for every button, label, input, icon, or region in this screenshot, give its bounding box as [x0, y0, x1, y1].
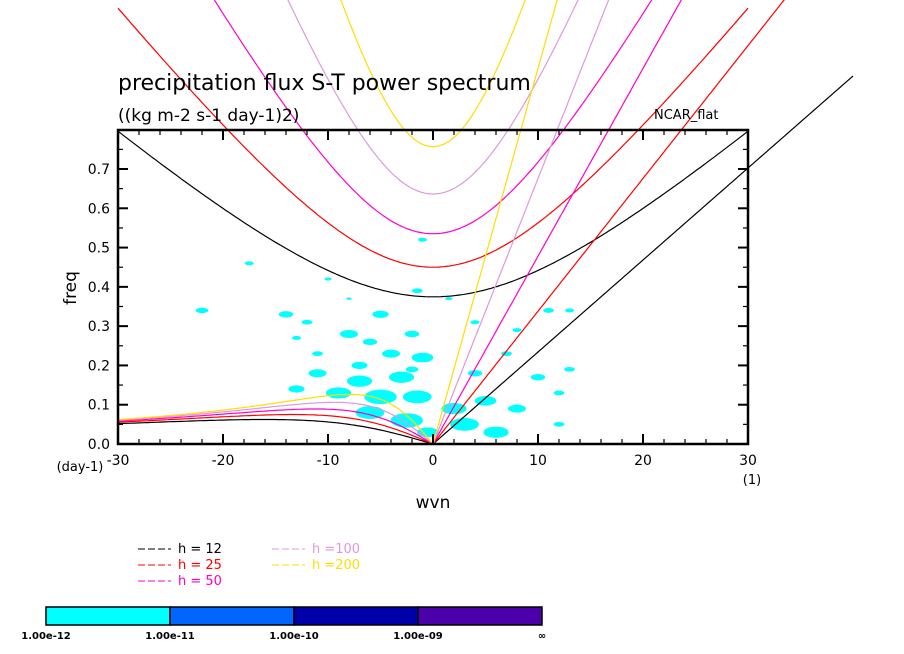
plot-frame [116, 128, 750, 446]
x-tick-label: -10 [317, 453, 340, 469]
power-region [340, 330, 358, 338]
power-region [382, 349, 400, 358]
x-tick-label: 10 [529, 453, 547, 469]
inertia-gravity-curve [117, 7, 749, 268]
chart-annotation: NCAR_flat [654, 108, 718, 123]
power-contour-regions [195, 237, 575, 438]
power-region [470, 320, 480, 325]
colorbar-label: 1.00e-10 [269, 631, 319, 642]
colorbar-swatch [293, 606, 419, 626]
power-region [553, 390, 565, 396]
power-region [244, 261, 254, 266]
colorbar-label: ∞ [538, 631, 546, 642]
plot-axes: -30 -20 -10 0 10 20 30 0.0 0.1 0.2 0.3 0.4 0.5 0.6 0.7 [88, 128, 757, 469]
rossby-curve [117, 413, 434, 444]
power-region [195, 307, 209, 314]
power-region [312, 351, 323, 357]
power-region [445, 297, 453, 301]
y-tick-label: 0.6 [88, 201, 110, 217]
power-region [553, 421, 565, 427]
inertia-gravity-curve [287, 0, 579, 195]
power-region [467, 370, 483, 377]
x-tick-label: -30 [107, 453, 130, 469]
y-unit-label: (day-1) [57, 460, 104, 475]
power-region [404, 330, 420, 338]
power-region [508, 404, 526, 413]
x-axis-label: wvn [416, 493, 451, 513]
power-region [324, 277, 332, 281]
x-tick-label: 20 [634, 453, 652, 469]
power-region [301, 319, 313, 325]
y-tick-label: 0.3 [88, 319, 110, 335]
y-tick-label: 0.1 [88, 398, 110, 414]
y-tick-label: 0.2 [88, 358, 110, 374]
x-tick-label: 30 [739, 453, 757, 469]
power-region [530, 374, 546, 381]
colorbar-label: 1.00e-09 [393, 631, 443, 642]
colorbar-swatch [169, 606, 295, 626]
power-region [543, 308, 554, 313]
legend-label: h =200 [312, 558, 360, 573]
x-tick-label: 0 [429, 453, 438, 469]
dispersion-curves [117, 0, 854, 444]
x-unit-label: (1) [743, 473, 761, 488]
kelvin-curve [432, 0, 610, 444]
power-region [411, 352, 434, 363]
power-region [346, 375, 373, 387]
y-tick-label: 0.5 [88, 241, 110, 257]
power-region [372, 310, 389, 318]
colorbar-swatch [417, 606, 543, 626]
power-region [483, 426, 509, 438]
y-axis-label: freq [61, 271, 81, 305]
power-region [564, 366, 575, 372]
power-region [388, 371, 415, 383]
power-region [512, 328, 522, 333]
kelvin-curve [432, 0, 558, 444]
power-region [292, 335, 301, 340]
legend-label: h = 25 [178, 558, 222, 573]
power-region [565, 308, 574, 313]
x-tick-label: -20 [212, 453, 235, 469]
y-tick-label: 0.0 [88, 437, 110, 453]
power-region [402, 390, 432, 404]
power-region [288, 385, 305, 393]
colorbar: 1.00e-12 1.00e-11 1.00e-10 1.00e-09 ∞ [21, 606, 546, 642]
power-region [355, 406, 385, 419]
power-region [418, 237, 427, 242]
power-region [351, 361, 368, 370]
power-region [308, 369, 327, 378]
inertia-gravity-curve [340, 0, 526, 148]
y-tick-label: 0.7 [88, 162, 110, 178]
power-region [325, 387, 352, 399]
legend-label: h = 50 [178, 574, 222, 589]
rossby-curve [117, 408, 434, 444]
power-region [405, 366, 419, 373]
power-region [278, 311, 294, 318]
power-region [411, 288, 423, 294]
y-tick-label: 0.4 [88, 280, 110, 296]
colorbar-label: 1.00e-12 [21, 631, 71, 642]
power-region [364, 389, 397, 405]
colorbar-label: 1.00e-11 [145, 631, 195, 642]
kelvin-curve [432, 0, 785, 444]
inertia-gravity-curve [117, 130, 749, 298]
power-region [362, 338, 378, 346]
power-region [346, 297, 352, 300]
inertia-gravity-curve [213, 0, 653, 235]
kelvin-curve [432, 75, 854, 444]
colorbar-swatch [45, 606, 171, 626]
rossby-curve [117, 418, 434, 444]
rossby-curve [117, 393, 434, 444]
legend-label: h =100 [312, 542, 360, 557]
rossby-curve [117, 401, 434, 444]
power-region [450, 417, 479, 431]
kelvin-curve [432, 0, 682, 444]
chart-title: precipitation flux S-T power spectrum [118, 71, 531, 96]
chart-subtitle: ((kg m-2 s-1 day-1)2) [118, 106, 299, 126]
legend-label: h = 12 [178, 542, 222, 557]
